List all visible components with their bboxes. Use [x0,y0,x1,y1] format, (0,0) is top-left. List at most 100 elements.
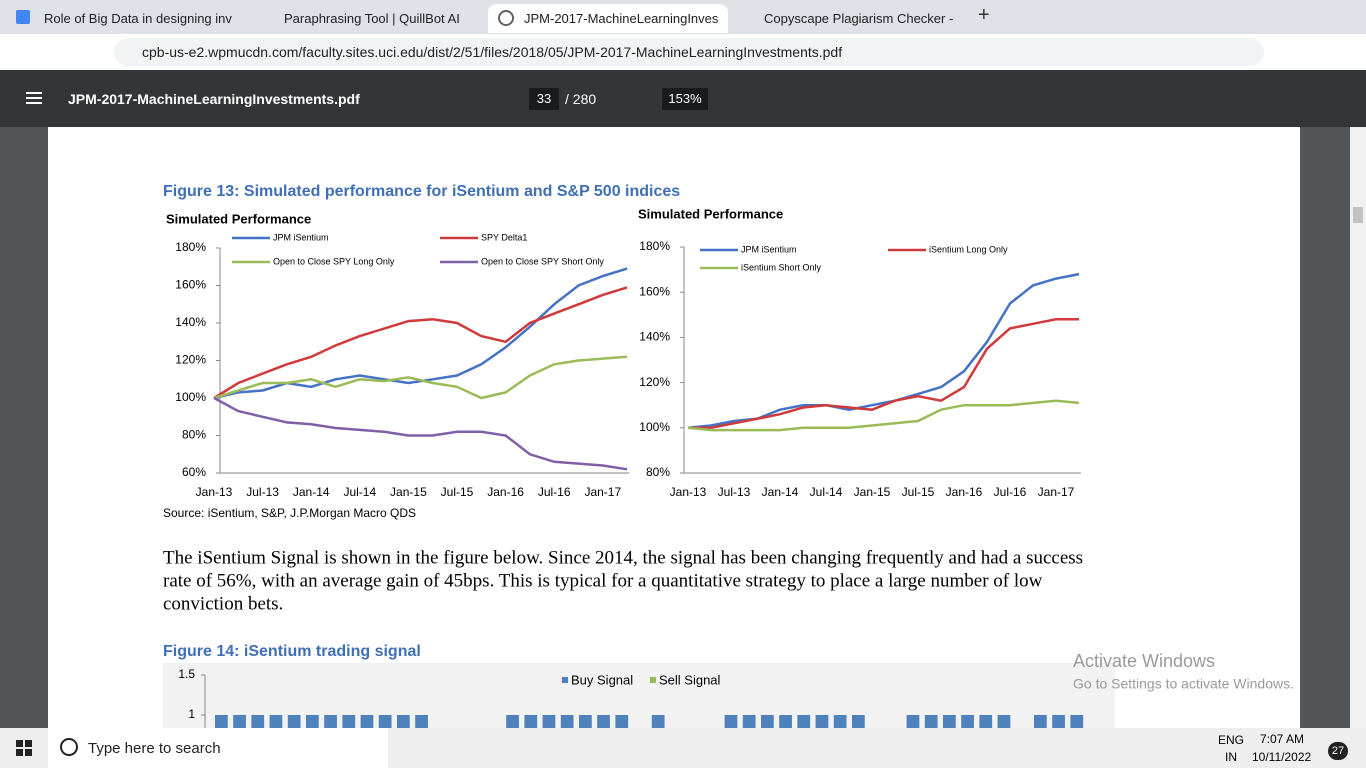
bar [542,715,556,728]
bar [251,715,265,728]
globe-icon [498,10,514,26]
legend-label: Buy Signal [571,672,633,687]
series-line [213,355,628,400]
y-tick-label: 160% [639,284,670,298]
bar [378,715,392,728]
bar [779,715,792,728]
series-line [213,286,628,400]
y-tick-label: 1.5 [178,667,195,681]
y-tick-label: 80% [646,465,670,479]
bar [397,715,410,728]
notification-badge[interactable]: 27 [1328,742,1348,760]
bar [906,715,920,728]
y-tick-label: 180% [175,240,206,254]
pdf-toolbar: JPM-2017-MachineLearningInvestments.pdf … [0,70,1366,127]
bar [924,715,938,728]
bar [761,715,774,728]
bar [415,715,428,728]
legend-swatch [562,677,568,683]
new-tab[interactable]: + [978,4,990,26]
omnibox[interactable] [114,38,1264,66]
zoom-input[interactable]: 153% [662,88,708,110]
legend-label: Open to Close SPY Long Only [273,256,395,266]
y-tick-label: 120% [175,353,206,367]
bar [724,715,738,728]
search-box[interactable] [48,728,388,768]
language: ENG [1218,733,1245,747]
bar [615,715,629,728]
url: cpb-us-e2.wpmucdn.com/faculty.sites.uci.… [142,44,843,60]
scrollbar [1350,127,1366,728]
x-tick-label: Jan-13 [196,485,233,499]
tab[interactable]: Role of Big Data in designing inv [8,4,248,33]
bar [306,715,319,728]
page-total: / 280 [565,91,597,107]
x-tick-label: Jul-15 [441,485,474,499]
bar [269,715,283,728]
bar [579,715,592,728]
x-tick-label: Jul-13 [718,485,751,499]
bar [833,715,847,728]
legend-label: JPM iSentium [273,232,329,242]
y-tick-label: 1 [188,707,195,721]
y-tick-label: 100% [639,420,670,434]
watermark: Go to Settings to activate Windows. [1073,676,1294,692]
x-tick-label: Jan-14 [762,485,799,499]
page-input[interactable]: 33 [529,88,559,110]
paragraph-line: conviction bets. [163,593,283,614]
bar [651,715,665,728]
page-content: Figure 13: Simulated performance for iSe… [163,183,1294,728]
taskbar: Type here to search ENG IN 7:07 AM 10/11… [0,728,1366,768]
bar [215,715,228,728]
bar [742,715,756,728]
y-tick-label: 140% [175,315,206,329]
scroll-thumb[interactable] [1353,207,1363,223]
figure-title: Figure 14: iSentium trading signal [163,643,421,660]
x-tick-label: Jan-17 [1038,485,1075,499]
address-bar: cpb-us-e2.wpmucdn.com/faculty.sites.uci.… [0,34,1366,70]
tab[interactable]: Copyscape Plagiarism Checker - [728,4,968,33]
bar [524,715,538,728]
bar [943,715,956,728]
bar [815,715,829,728]
legend-label: iSentium Short Only [741,262,822,272]
chart-title: Simulated Performance [638,206,783,221]
clock-time: 7:07 AM [1260,732,1305,746]
x-tick-label: Jan-17 [584,485,621,499]
bar [597,715,610,728]
x-tick-label: Jul-16 [994,485,1027,499]
y-tick-label: 180% [639,239,670,253]
tab[interactable]: Paraphrasing Tool | QuillBot AI [248,4,488,33]
file-name: JPM-2017-MachineLearningInvestments.pdf [68,91,360,107]
tab-active[interactable]: JPM-2017-MachineLearningInves [488,4,728,33]
menu-icon[interactable] [26,92,42,94]
y-tick-label: 80% [182,428,206,442]
y-tick-label: 120% [639,375,670,389]
bar [287,715,301,728]
x-tick-label: Jul-15 [902,485,935,499]
legend-swatch [650,677,656,683]
bar [324,715,337,728]
y-tick-label: 60% [182,465,206,479]
x-tick-label: Jan-14 [293,485,330,499]
watermark: Activate Windows [1073,651,1215,671]
chart-title: Simulated Performance [166,211,311,226]
legend-label: iSentium Long Only [929,244,1008,254]
start-button[interactable] [16,740,32,756]
bar [979,715,993,728]
x-tick-label: Jan-16 [487,485,524,499]
y-tick-label: 160% [175,278,206,292]
figure-title: Figure 13: Simulated performance for iSe… [163,183,680,200]
x-tick-label: Jan-16 [946,485,983,499]
x-tick-label: Jul-14 [810,485,843,499]
legend-label: Open to Close SPY Short Only [481,256,604,266]
source: Source: iSentium, S&P, J.P.Morgan Macro … [163,506,416,520]
x-tick-label: Jul-13 [246,485,279,499]
x-tick-label: Jan-15 [390,485,427,499]
paragraph-line: The iSentium Signal is shown in the figu… [163,547,1083,568]
y-tick-label: 140% [639,330,670,344]
legend-label: Sell Signal [659,672,721,687]
x-tick-label: Jul-16 [538,485,571,499]
bar [506,715,519,728]
